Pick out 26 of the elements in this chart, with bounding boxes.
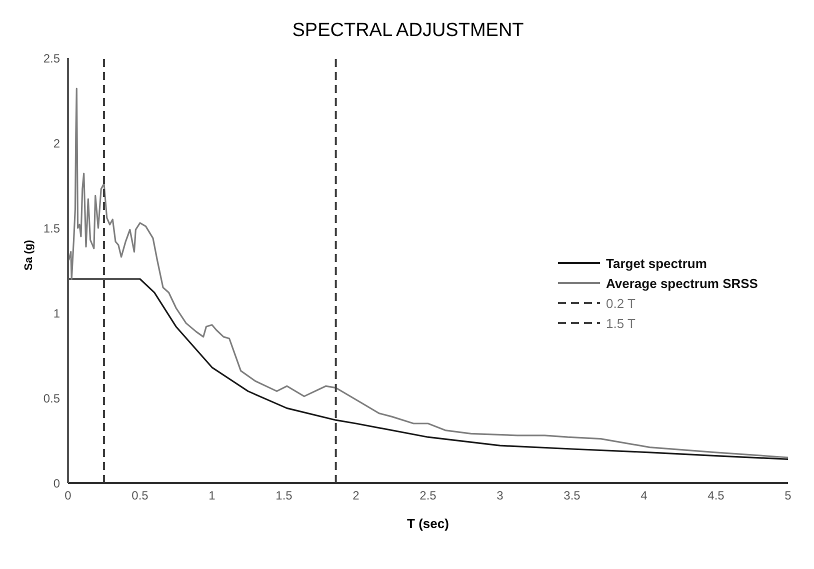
legend-label: Target spectrum (606, 256, 707, 270)
y-axis-title: Sa (g) (22, 240, 35, 270)
x-tick-label: 0.5 (132, 488, 149, 503)
x-tick-label: 5 (784, 488, 792, 503)
legend-label: Average spectrum SRSS (606, 276, 758, 290)
chart-title: SPECTRAL ADJUSTMENT (291, 20, 525, 42)
y-tick-label: 2 (53, 136, 60, 150)
y-tick-label: 1 (53, 306, 60, 320)
legend-label: 1.5 T (606, 316, 636, 330)
x-tick-label: 2.5 (420, 488, 437, 503)
y-tick-label: 1.5 (43, 221, 60, 236)
x-axis-title: T (sec) (407, 516, 449, 531)
line-series (68, 88, 788, 458)
y-tick-label: 0 (53, 476, 60, 490)
line-series (68, 278, 788, 460)
x-tick-label: 3 (496, 488, 504, 503)
x-tick-label: 0 (64, 488, 72, 503)
y-tick-label: 0.5 (43, 391, 60, 406)
y-tick-label: 2.5 (43, 51, 60, 66)
x-tick-label: 1.5 (276, 488, 293, 503)
x-tick-label: 4 (640, 488, 648, 503)
x-tick-label: 1 (208, 488, 216, 503)
x-tick-label: 4.5 (708, 488, 725, 503)
x-tick-label: 2 (352, 488, 360, 503)
legend-label: 0.2 T (606, 296, 636, 310)
x-tick-label: 3.5 (564, 488, 581, 503)
